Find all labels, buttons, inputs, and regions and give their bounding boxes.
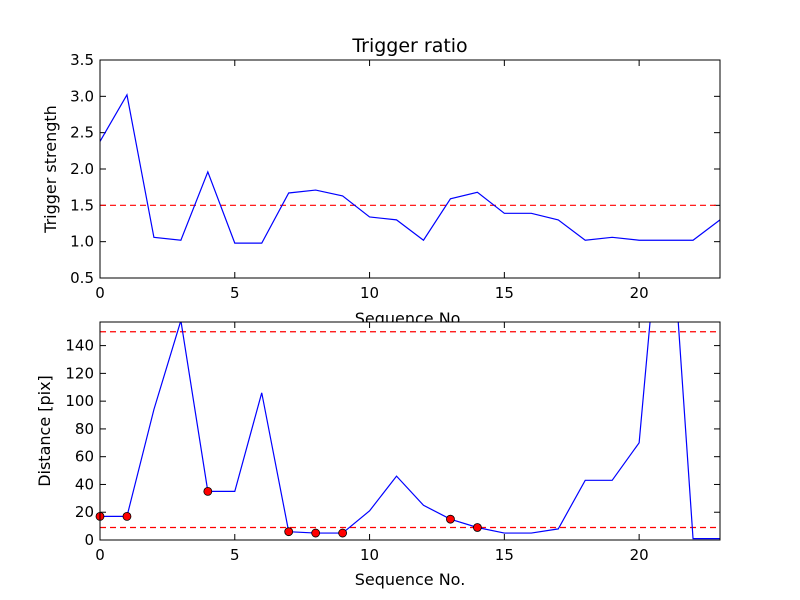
y-tick-label: 0.5 xyxy=(70,269,94,287)
y-tick-label: 3.0 xyxy=(70,87,94,105)
y-tick-label: 1.0 xyxy=(70,233,94,251)
data-point-marker xyxy=(311,528,321,538)
series-line xyxy=(100,322,720,540)
distance-chart: 0 5 10 15 20 0 20 40 60 80 100 120 140 Sequence No.… xyxy=(35,321,721,589)
chart-title: Trigger ratio xyxy=(351,35,467,57)
plot-area xyxy=(100,60,720,278)
x-tick-label: 10 xyxy=(360,284,379,302)
data-layer xyxy=(100,93,720,244)
data-point-marker xyxy=(446,514,455,524)
x-tick-labels: 0 5 10 15 20 xyxy=(95,60,649,302)
y-tick-label: 2.0 xyxy=(70,160,94,178)
x-tick-label: 5 xyxy=(230,284,240,302)
y-tick-label: 140 xyxy=(65,337,94,355)
y-tick-label: 3.5 xyxy=(70,51,94,69)
y-tick-label: 60 xyxy=(75,448,94,466)
x-tick-label: 10 xyxy=(360,546,379,564)
y-axis-label: Distance [pix] xyxy=(35,375,54,487)
x-axis-label: Sequence No. xyxy=(355,570,466,589)
x-tick-label: 0 xyxy=(95,546,105,564)
plot-frame xyxy=(99,321,721,541)
y-tick-label: 80 xyxy=(75,420,94,438)
y-tick-labels: 0.5 1.0 1.5 2.0 2.5 3.0 3.5 xyxy=(70,51,720,287)
y-tick-label: 40 xyxy=(75,475,94,493)
x-tick-label: 0 xyxy=(95,284,105,302)
data-point-marker xyxy=(122,511,132,521)
y-tick-label: 0 xyxy=(84,531,94,549)
x-tick-label: 15 xyxy=(495,546,514,564)
series-group xyxy=(100,93,720,244)
x-tick-label: 5 xyxy=(230,546,240,564)
y-tick-label: 1.5 xyxy=(70,196,94,214)
data-layer xyxy=(95,322,720,540)
data-point-marker xyxy=(284,527,294,537)
data-point-marker xyxy=(338,528,348,538)
data-point-marker xyxy=(203,487,213,496)
series-line xyxy=(100,93,720,244)
y-tick-label: 20 xyxy=(75,503,94,521)
plot-frame xyxy=(99,59,721,279)
y-tick-label: 2.5 xyxy=(70,124,94,142)
x-tick-label: 20 xyxy=(630,284,649,302)
y-axis-label: Trigger strength xyxy=(41,105,60,234)
y-tick-label: 100 xyxy=(65,392,94,410)
plot-area xyxy=(100,322,720,540)
y-tick-label: 120 xyxy=(65,364,94,382)
trigger-ratio-chart: Trigger ratio 0 5 10 15 20 0.5 1.0 1.5 2.0 2.5 3.… xyxy=(41,35,721,328)
series-group xyxy=(100,322,720,540)
data-point-marker xyxy=(472,523,482,532)
x-tick-label: 20 xyxy=(630,546,649,564)
x-tick-label: 15 xyxy=(495,284,514,302)
